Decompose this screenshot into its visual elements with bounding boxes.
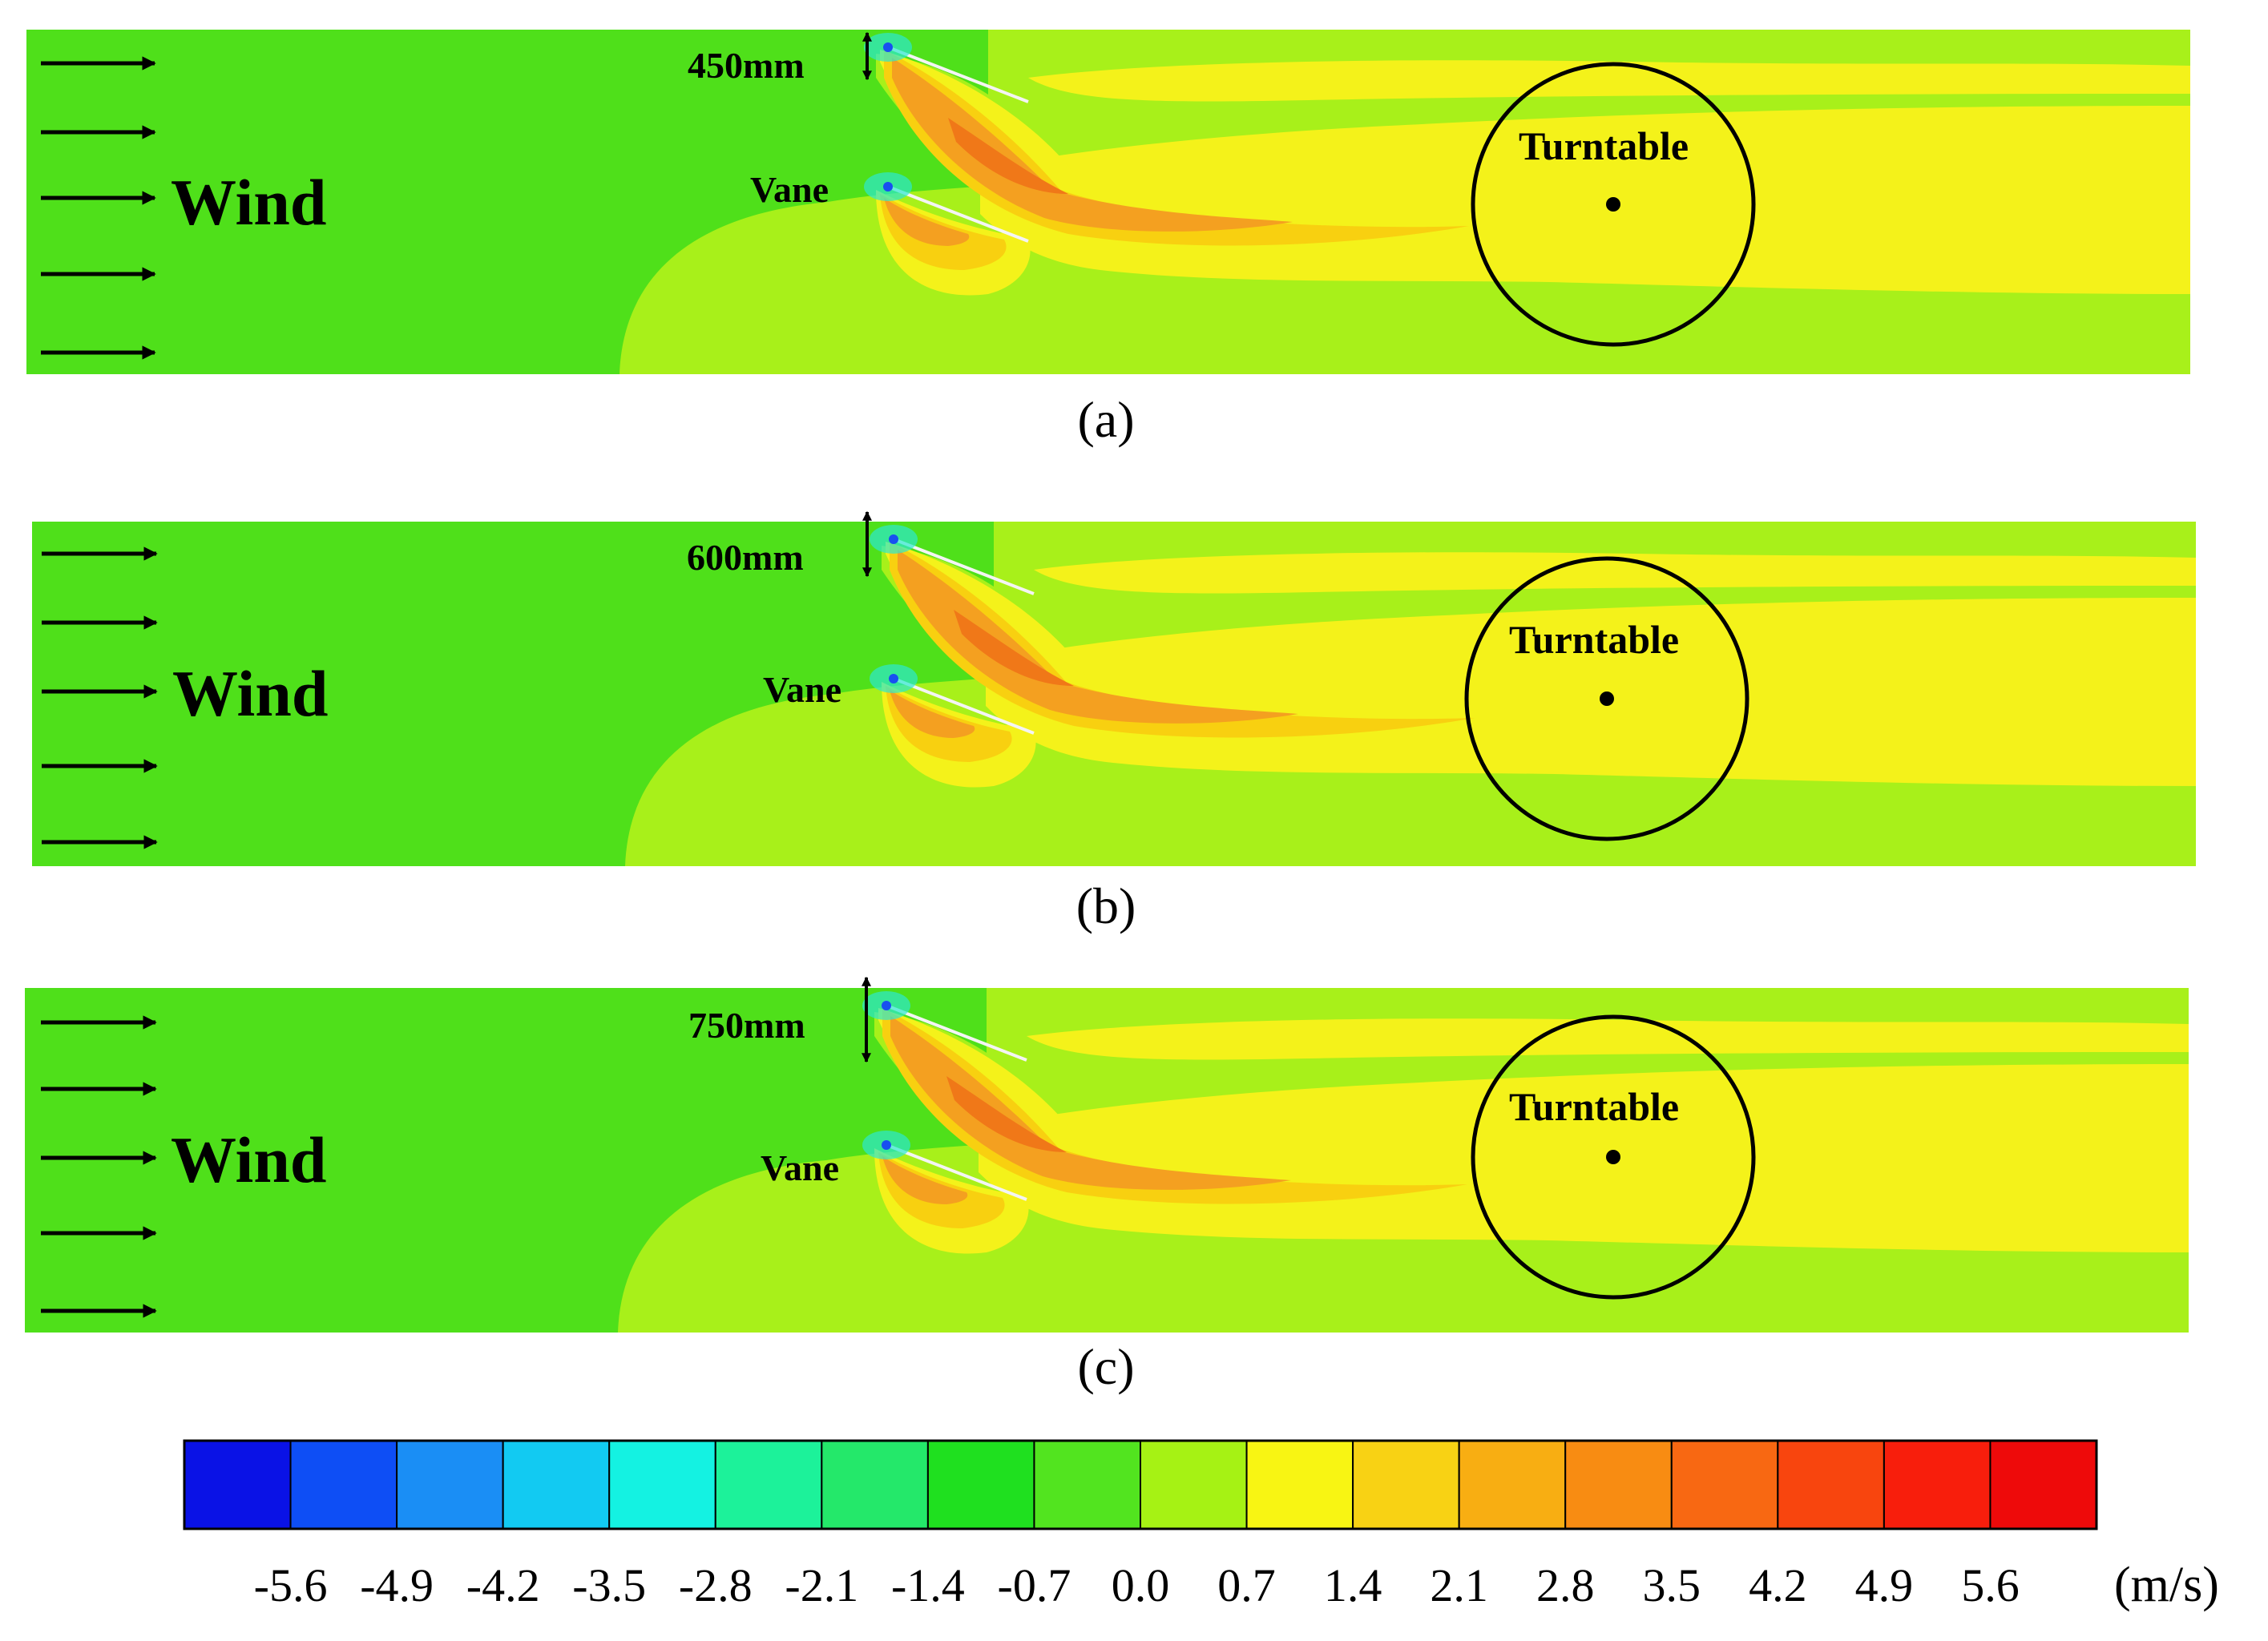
panel-c-velocity-field [23, 986, 2190, 1334]
panel-c-caption: (c) [1077, 1338, 1134, 1395]
colorbar: -5.6 -4.9 -4.2 -3.5 -2.8 -2.1 -1.4 -0.7 0.0 0.7 1.… [183, 1439, 2219, 1612]
colorbar-unit: (m/s) [2114, 1558, 2219, 1612]
colorbar-tick-label: -3.5 [572, 1559, 646, 1611]
panel-a-caption: (a) [1077, 391, 1134, 448]
colorbar-tick-label: 2.8 [1536, 1559, 1595, 1611]
panel-c-turntable-circle [1471, 1014, 1756, 1300]
panel-b-turntable-center [1600, 691, 1614, 706]
colorbar-tick-label: 5.6 [1961, 1559, 2020, 1611]
panel-c-turntable-center [1606, 1150, 1620, 1164]
colorbar-tick-label: -4.9 [360, 1559, 434, 1611]
colorbar-swatch [502, 1440, 611, 1530]
panel-c-vane-label: Vane [761, 1147, 839, 1188]
panel-a-turntable-circle [1471, 62, 1756, 347]
colorbar-swatch [1989, 1440, 2097, 1530]
panel-b-turntable-label: Turntable [1509, 617, 1679, 662]
panel-b-velocity-field [30, 520, 2197, 868]
panel-a-gap-label: 450mm [688, 45, 805, 86]
colorbar-tick-label: 4.2 [1749, 1559, 1807, 1611]
panel-b-wind-arrows [42, 546, 158, 849]
colorbar-swatch [184, 1440, 292, 1530]
panel-a-turntable-center [1606, 197, 1620, 212]
panel-a-velocity-field [25, 28, 2192, 376]
colorbar-tick-label: 2.1 [1430, 1559, 1488, 1611]
panel-b: Wind 600mm Vane Turntable [30, 510, 2197, 868]
panel-a-turntable-label: Turntable [1519, 123, 1689, 168]
panel-a: Wind 450mm Vane Turntable [25, 28, 2192, 376]
colorbar-swatch [608, 1440, 716, 1530]
colorbar-swatch [1033, 1440, 1141, 1530]
colorbar-swatch [926, 1440, 1035, 1530]
colorbar-tick-label: 4.9 [1855, 1559, 1914, 1611]
colorbar-swatch [1458, 1440, 1567, 1530]
panel-c-wind-label: Wind [171, 1123, 327, 1196]
colorbar-tick-label: 0.7 [1217, 1559, 1276, 1611]
colorbar-swatches [184, 1440, 2097, 1530]
panel-c-wind-arrows [41, 1015, 157, 1318]
colorbar-swatch [1245, 1440, 1354, 1530]
colorbar-swatch [396, 1440, 504, 1530]
panel-c: Wind 750mm Vane Turntable [23, 976, 2190, 1334]
colorbar-swatch [1883, 1440, 1992, 1530]
panel-a-wind-arrows [41, 56, 156, 360]
colorbar-swatch [289, 1440, 398, 1530]
panel-c-turntable-label: Turntable [1509, 1084, 1679, 1129]
colorbar-tick-label: 0.0 [1112, 1559, 1170, 1611]
panel-b-caption: (b) [1076, 877, 1136, 934]
colorbar-frame [183, 1439, 2098, 1530]
panel-c-gap-label: 750mm [688, 1005, 805, 1046]
colorbar-tick-label: 3.5 [1643, 1559, 1701, 1611]
colorbar-tick-label: -4.2 [466, 1559, 540, 1611]
colorbar-swatch [1777, 1440, 1885, 1530]
panel-a-wind-label: Wind [171, 166, 327, 239]
colorbar-swatch [1670, 1440, 1779, 1530]
colorbar-tick-label: -1.4 [891, 1559, 965, 1611]
colorbar-swatch [1140, 1440, 1248, 1530]
colorbar-swatch [1352, 1440, 1460, 1530]
colorbar-tick-label: -2.8 [679, 1559, 753, 1611]
colorbar-tick-label: 1.4 [1324, 1559, 1382, 1611]
panel-b-turntable-circle [1464, 556, 1749, 841]
colorbar-swatch [714, 1440, 823, 1530]
colorbar-swatch [1564, 1440, 1673, 1530]
colorbar-tick-label: -5.6 [254, 1559, 328, 1611]
panel-b-gap-label: 600mm [687, 537, 804, 578]
colorbar-swatch [821, 1440, 929, 1530]
panel-b-vane-label: Vane [763, 669, 841, 710]
colorbar-tick-label: -0.7 [998, 1559, 1071, 1611]
colorbar-tick-label: -2.1 [785, 1559, 858, 1611]
panel-a-vane-label: Vane [750, 169, 829, 210]
panel-b-wind-label: Wind [172, 657, 329, 730]
colorbar-tick-labels: -5.6 -4.9 -4.2 -3.5 -2.8 -2.1 -1.4 -0.7 0.0 0.7 1.… [254, 1559, 2020, 1611]
